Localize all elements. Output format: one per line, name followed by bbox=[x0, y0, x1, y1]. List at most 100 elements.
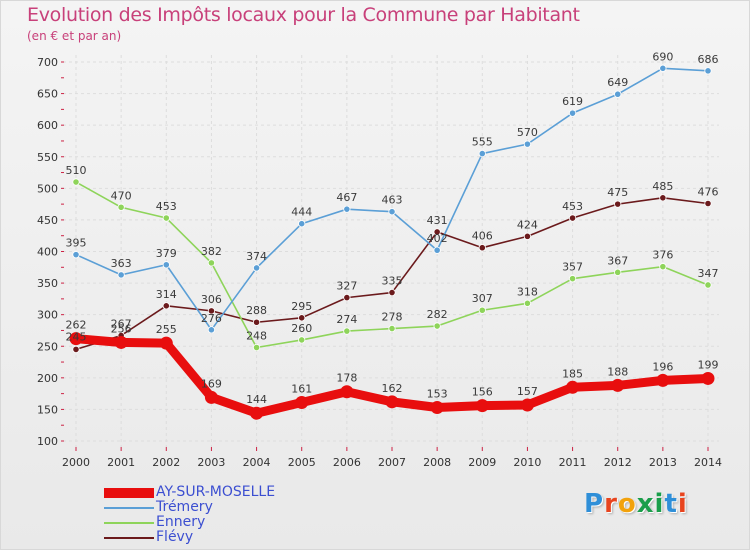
x-tick-label: 2007 bbox=[378, 456, 406, 469]
x-tick-label: 2014 bbox=[694, 456, 722, 469]
data-label: 307 bbox=[472, 292, 493, 305]
data-point bbox=[523, 140, 532, 148]
data-point bbox=[117, 271, 125, 279]
data-label: 347 bbox=[698, 267, 719, 280]
data-label: 363 bbox=[111, 257, 132, 270]
data-point bbox=[701, 371, 715, 385]
x-tick-label: 2006 bbox=[333, 456, 361, 469]
data-label: 276 bbox=[201, 312, 222, 325]
data-label: 424 bbox=[517, 218, 538, 231]
data-label: 367 bbox=[607, 254, 628, 267]
data-point bbox=[117, 203, 125, 211]
data-label: 196 bbox=[652, 360, 673, 373]
legend-swatch bbox=[104, 488, 154, 498]
legend-swatch bbox=[104, 537, 154, 539]
data-point bbox=[162, 214, 170, 222]
data-label: 379 bbox=[156, 247, 177, 260]
data-point bbox=[433, 322, 441, 330]
data-point bbox=[478, 306, 486, 314]
x-tick-label: 2011 bbox=[559, 456, 587, 469]
data-label: 274 bbox=[336, 313, 357, 326]
logo-letter: x bbox=[636, 489, 655, 519]
data-label: 185 bbox=[562, 367, 583, 380]
y-tick-label: 150 bbox=[37, 403, 58, 416]
data-point bbox=[656, 373, 670, 387]
data-point bbox=[72, 251, 80, 259]
data-label: 475 bbox=[607, 186, 628, 199]
data-label: 619 bbox=[562, 95, 583, 108]
data-point bbox=[204, 390, 218, 404]
data-label: 453 bbox=[562, 200, 583, 213]
data-label: 256 bbox=[111, 322, 132, 335]
data-label: 395 bbox=[66, 237, 87, 250]
data-label: 314 bbox=[156, 288, 177, 301]
data-label: 555 bbox=[472, 136, 493, 149]
data-label: 245 bbox=[66, 331, 87, 344]
data-label: 278 bbox=[382, 311, 403, 324]
data-label: 262 bbox=[66, 319, 87, 332]
data-label: 306 bbox=[201, 293, 222, 306]
x-tick-label: 2012 bbox=[604, 456, 632, 469]
data-point bbox=[568, 109, 577, 117]
data-label: 156 bbox=[472, 386, 493, 399]
logo-letter: i bbox=[677, 489, 688, 519]
legend-swatch bbox=[104, 507, 154, 509]
data-point bbox=[659, 64, 667, 72]
data-point bbox=[614, 200, 622, 208]
data-point bbox=[162, 261, 170, 269]
axis-layer: 100 150 200 250 300 350 400 450 500 550 600 650 700 2… bbox=[37, 56, 722, 469]
data-point bbox=[295, 395, 309, 409]
data-point bbox=[523, 232, 532, 240]
data-label-layer: 267 314 306 288 295 327 335 431 406 424 453 475 485 4… bbox=[66, 50, 719, 406]
data-point bbox=[478, 244, 486, 252]
data-point bbox=[388, 324, 396, 333]
data-point bbox=[704, 199, 712, 208]
data-point bbox=[207, 307, 216, 315]
data-point bbox=[478, 149, 486, 158]
data-label: 144 bbox=[246, 393, 267, 406]
data-point bbox=[523, 299, 532, 307]
chart-title: Evolution des Impôts locaux pour la Comm… bbox=[27, 4, 580, 26]
data-label: 470 bbox=[111, 189, 132, 202]
data-point bbox=[343, 205, 351, 213]
data-label: 318 bbox=[517, 285, 538, 298]
y-tick-label: 200 bbox=[37, 372, 58, 385]
legend-label: Trémery bbox=[156, 499, 213, 515]
data-point bbox=[298, 220, 306, 228]
data-label: 463 bbox=[382, 194, 403, 207]
data-point bbox=[207, 326, 216, 334]
y-tick-label: 250 bbox=[37, 340, 58, 353]
x-tick-label: 2002 bbox=[152, 456, 180, 469]
logo-letter: i bbox=[654, 489, 665, 519]
data-point bbox=[611, 378, 625, 392]
data-point bbox=[566, 380, 580, 394]
data-point bbox=[704, 67, 712, 75]
data-point bbox=[704, 281, 712, 289]
x-tick-label: 2004 bbox=[243, 456, 271, 469]
data-point bbox=[162, 302, 170, 310]
y-tick-label: 700 bbox=[37, 56, 58, 69]
legend-label: AY-SUR-MOSELLE bbox=[156, 484, 276, 500]
data-label: 260 bbox=[291, 322, 312, 335]
data-point bbox=[568, 214, 577, 222]
logo-letter: o bbox=[617, 489, 637, 519]
data-point bbox=[520, 398, 534, 412]
legend-swatch bbox=[104, 522, 154, 524]
data-point bbox=[475, 399, 489, 413]
x-tick-label: 2000 bbox=[62, 456, 90, 469]
data-point bbox=[433, 246, 441, 254]
data-point bbox=[614, 90, 622, 98]
y-tick-label: 400 bbox=[37, 246, 58, 259]
x-tick-label: 2009 bbox=[468, 456, 496, 469]
y-tick-label: 100 bbox=[37, 435, 58, 448]
data-label: 686 bbox=[698, 53, 719, 66]
data-point bbox=[69, 332, 83, 346]
data-label: 406 bbox=[472, 230, 493, 243]
data-label: 476 bbox=[698, 185, 719, 198]
data-point bbox=[298, 314, 306, 322]
data-label: 649 bbox=[607, 76, 628, 89]
data-point bbox=[298, 336, 306, 344]
data-label: 255 bbox=[156, 323, 177, 336]
